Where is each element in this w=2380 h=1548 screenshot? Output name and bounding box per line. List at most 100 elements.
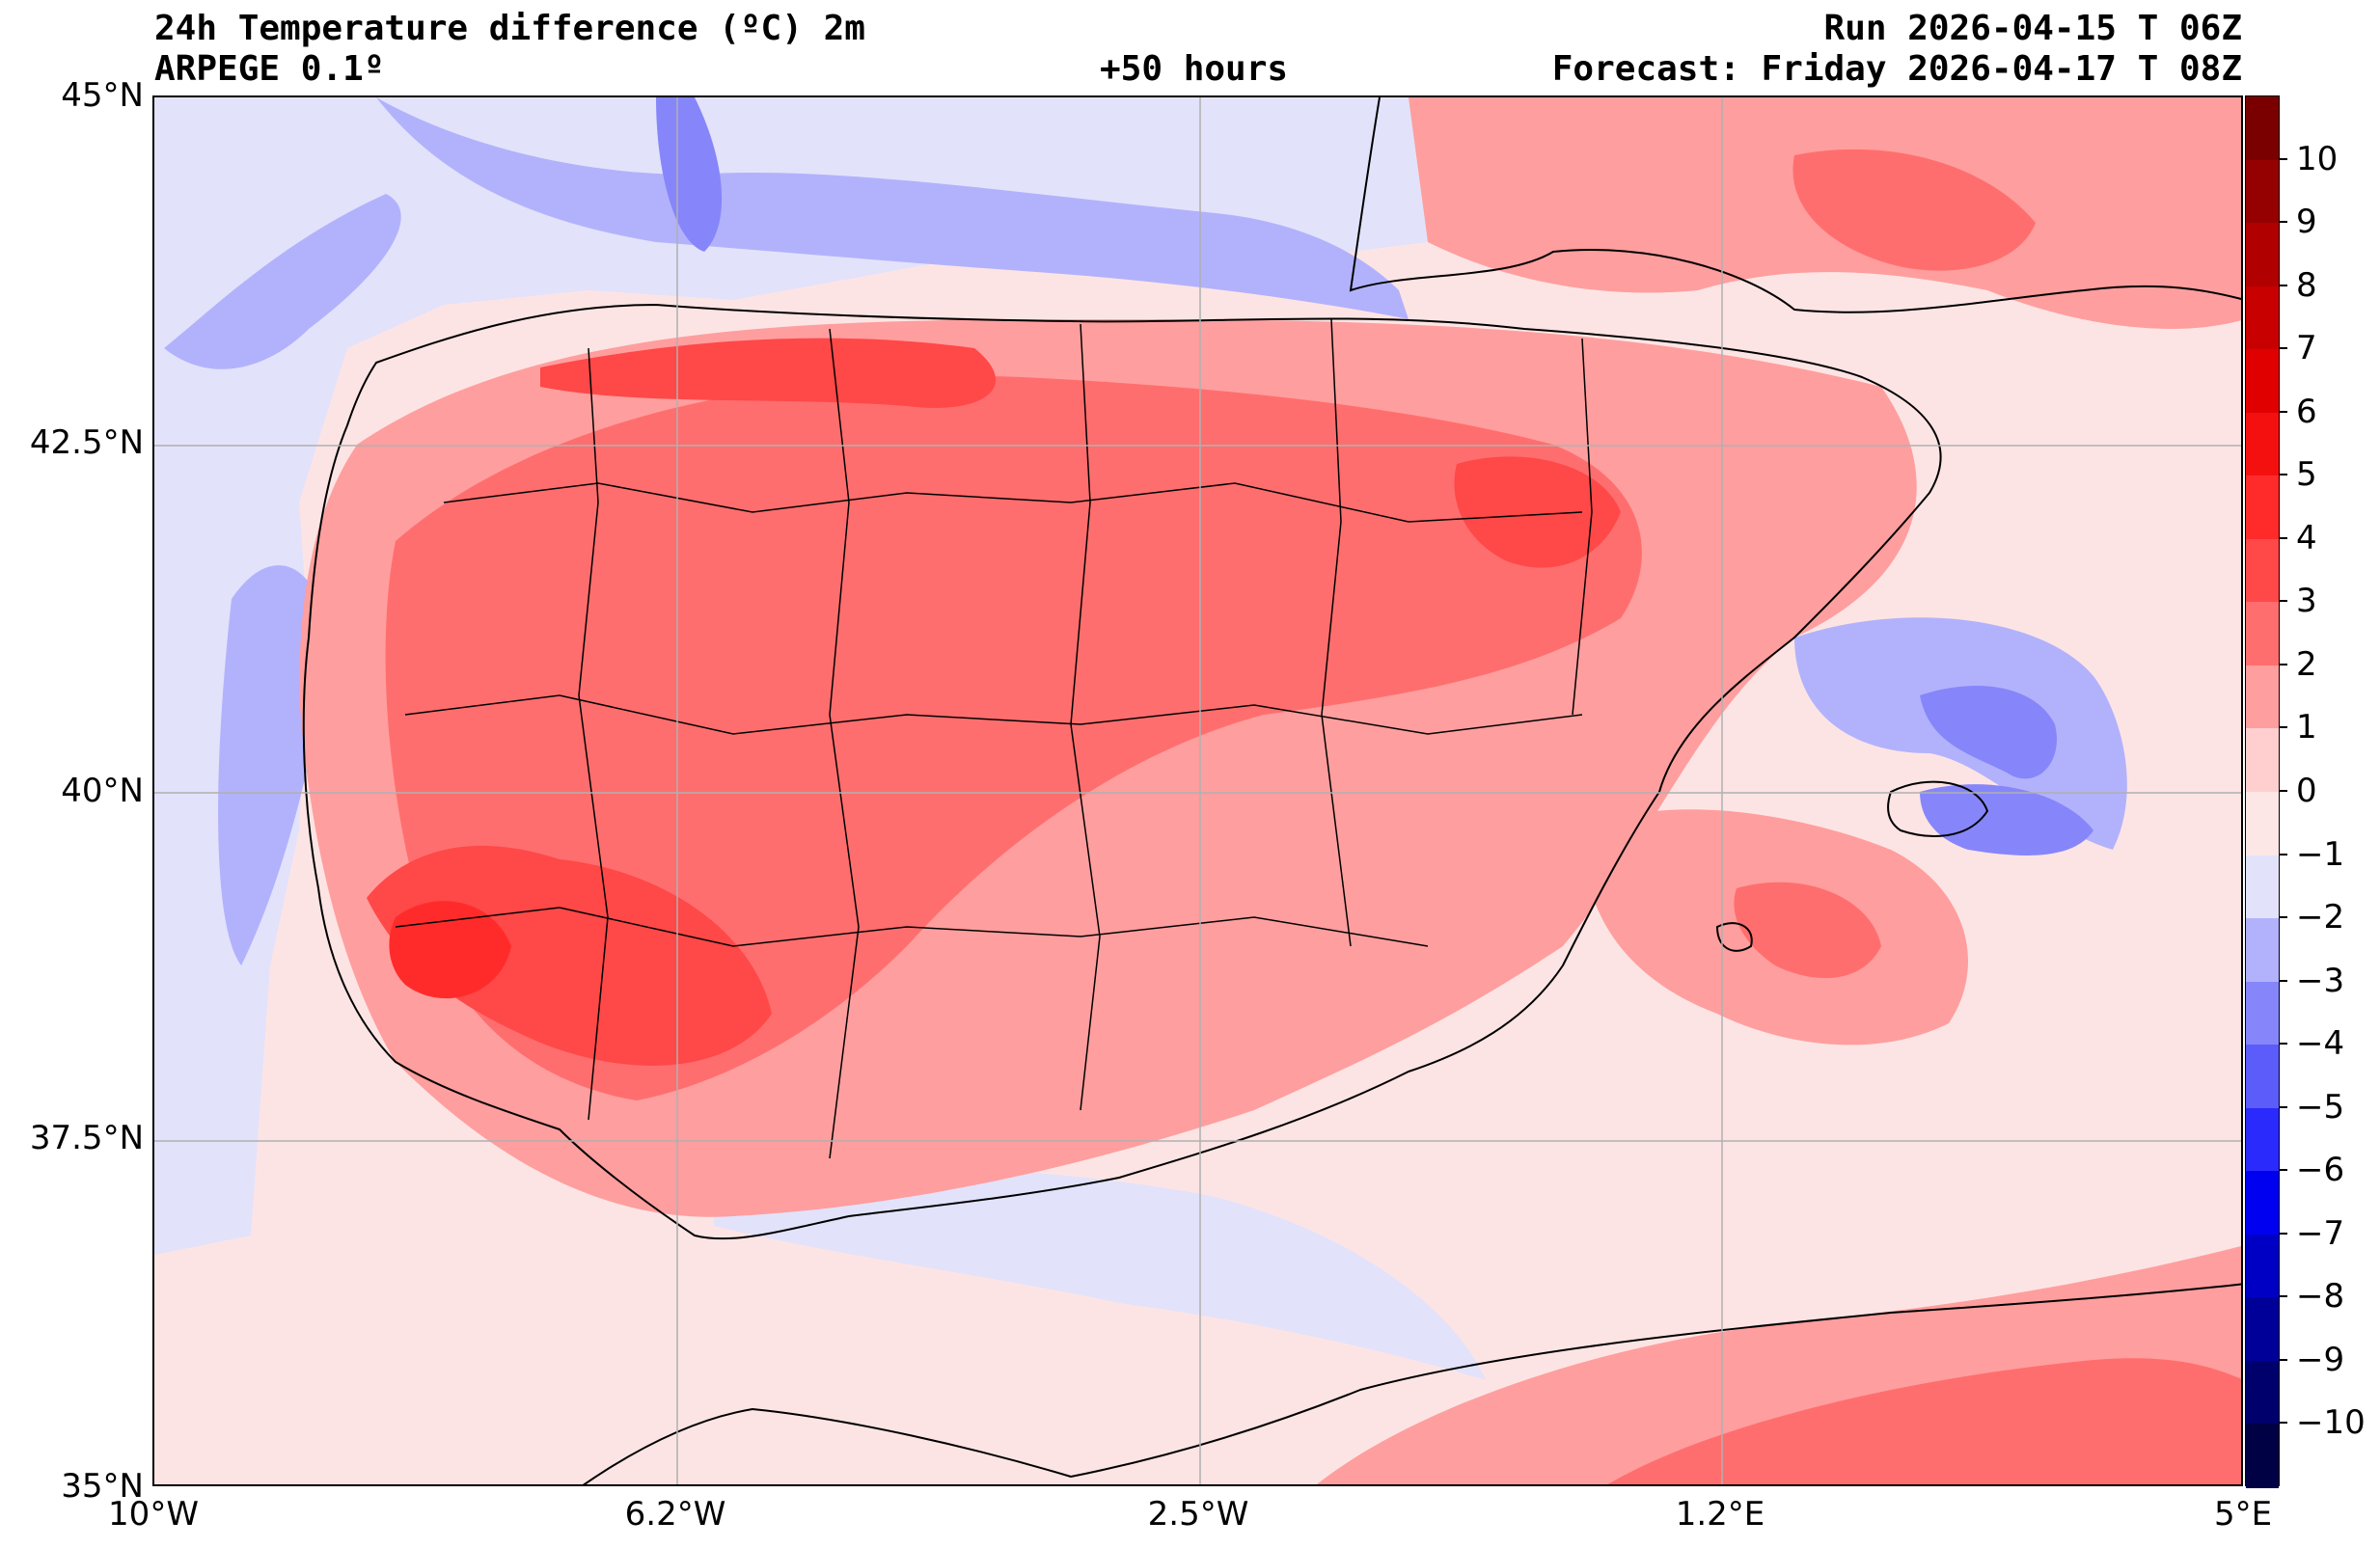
- med-warm-plume-core: [1734, 882, 1881, 979]
- colorbar-label: −7: [2296, 1213, 2345, 1253]
- temperature-map[interactable]: [152, 95, 2243, 1486]
- colorbar-segment: [2246, 1297, 2279, 1362]
- colorbar-tick: [2280, 221, 2287, 224]
- coastline-iberia: [302, 303, 1942, 1240]
- lat-label-42-5n: 42.5°N: [29, 423, 144, 462]
- colorbar-tick: [2280, 979, 2287, 982]
- iberia-warm-4: [389, 901, 511, 999]
- colorbar-tick: [2280, 157, 2287, 160]
- colorbar-label: −3: [2296, 961, 2345, 1000]
- iberia-warm-ebro: [1454, 456, 1621, 568]
- colorbar-tick: [2280, 1232, 2287, 1235]
- france-warm-core: [1792, 149, 2036, 271]
- lat-label-45n: 45°N: [61, 76, 144, 115]
- colorbar-tick: [2280, 790, 2287, 792]
- colorbar-label: 3: [2296, 582, 2317, 621]
- run-time: Run 2026-04-15 T 06Z: [1823, 9, 2242, 48]
- colorbar-label: 6: [2296, 392, 2317, 431]
- colorbar-label: 8: [2296, 265, 2317, 305]
- colorbar-segment: [2246, 918, 2279, 983]
- colorbar-label: −1: [2296, 834, 2345, 874]
- colorbar-label: −10: [2296, 1403, 2366, 1443]
- iberia-warm-3: [367, 845, 772, 1066]
- mediterranean-cool-balearic: [1920, 784, 2093, 855]
- colorbar-tick: [2280, 853, 2287, 855]
- atlantic-cool-area: [154, 97, 1428, 1255]
- colorbar-tick: [2280, 1295, 2287, 1298]
- colorbar-tick: [2280, 916, 2287, 919]
- colorbar-segment: [2246, 855, 2279, 920]
- colorbar-segment: [2246, 349, 2279, 414]
- colorbar-segment: [2246, 728, 2279, 793]
- colorbar-tick: [2280, 474, 2287, 476]
- colorbar-segment: [2246, 475, 2279, 540]
- colorbar-label: 2: [2296, 644, 2317, 684]
- colorbar-label: −8: [2296, 1277, 2345, 1317]
- lat-label-37-5n: 37.5°N: [29, 1119, 144, 1157]
- colorbar-label: 1: [2296, 708, 2317, 747]
- colorbar-segment: [2246, 1360, 2279, 1426]
- colorbar-tick: [2280, 1358, 2287, 1361]
- africa-warm-core: [1607, 1358, 2241, 1484]
- colorbar-tick: [2280, 726, 2287, 729]
- colorbar-segment: [2246, 538, 2279, 604]
- colorbar-label: −2: [2296, 898, 2345, 937]
- colorbar-tick: [2280, 410, 2287, 413]
- alboran-cool: [714, 1167, 1486, 1380]
- coastline-france: [1349, 97, 2241, 313]
- colorbar-segment: [2246, 792, 2279, 856]
- gridlines: [154, 97, 2241, 1484]
- colorbar-label: −6: [2296, 1151, 2345, 1190]
- atlantic-cool-band-3: [164, 194, 401, 369]
- colorbar-segment: [2246, 1171, 2279, 1236]
- colorbar-segment: [2246, 1424, 2279, 1488]
- colorbar-segment: [2246, 159, 2279, 225]
- chart-title: 24h Temperature difference (ºC) 2m: [154, 9, 865, 48]
- atlantic-cool-band-2: [656, 97, 723, 252]
- forecast-time: Forecast: Friday 2026-04-17 T 08Z: [1551, 49, 2242, 89]
- lon-label-1-2e: 1.2°E: [1675, 1495, 1765, 1534]
- colorbar: [2245, 95, 2280, 1488]
- lon-label-6-2w: 6.2°W: [624, 1495, 726, 1534]
- colorbar-tick: [2280, 1169, 2287, 1172]
- mallorca: [1887, 780, 1989, 837]
- atlantic-cool-band-1: [376, 97, 1409, 319]
- colorbar-label: 10: [2296, 139, 2339, 178]
- colorbar-tick: [2280, 1422, 2287, 1425]
- lon-label-10w: 10°W: [108, 1495, 199, 1534]
- lat-label-40n: 40°N: [61, 772, 144, 810]
- colorbar-label: 5: [2296, 455, 2317, 495]
- colorbar-segment: [2246, 1107, 2279, 1173]
- colorbar-tick: [2280, 1105, 2287, 1108]
- colorbar-label: 0: [2296, 772, 2317, 810]
- colorbar-segment: [2246, 665, 2279, 730]
- colorbar-label: 9: [2296, 203, 2317, 242]
- colorbar-label: −4: [2296, 1024, 2345, 1064]
- colorbar-segment: [2246, 602, 2279, 666]
- colorbar-label: −9: [2296, 1340, 2345, 1379]
- colorbar-label: −5: [2296, 1087, 2345, 1127]
- colorbar-segment: [2246, 1234, 2279, 1299]
- colorbar-segment: [2246, 285, 2279, 351]
- lon-label-5e: 5°E: [2213, 1495, 2273, 1534]
- colorbar-label: 4: [2296, 518, 2317, 557]
- colorbar-tick: [2280, 284, 2287, 286]
- mediterranean-cool-core: [1920, 686, 2057, 779]
- lat-label-35n: 35°N: [61, 1467, 144, 1506]
- iberia-warm-north: [540, 338, 997, 408]
- colorbar-label: 7: [2296, 329, 2317, 368]
- colorbar-tick: [2280, 1043, 2287, 1046]
- model-name: ARPEGE 0.1º: [154, 49, 385, 89]
- coastline-africa: [583, 1283, 2241, 1484]
- colorbar-tick: [2280, 600, 2287, 603]
- colorbar-segment: [2246, 1045, 2279, 1109]
- province-borders: [395, 318, 1593, 1159]
- colorbar-tick: [2280, 536, 2287, 539]
- colorbar-segment: [2246, 981, 2279, 1046]
- lon-label-2-5w: 2.5°W: [1147, 1495, 1249, 1534]
- colorbar-tick: [2280, 663, 2287, 665]
- colorbar-segment: [2246, 412, 2279, 477]
- colorbar-segment: [2246, 223, 2279, 287]
- colorbar-segment: [2246, 96, 2279, 161]
- lead-time: +50 hours: [1100, 49, 1289, 89]
